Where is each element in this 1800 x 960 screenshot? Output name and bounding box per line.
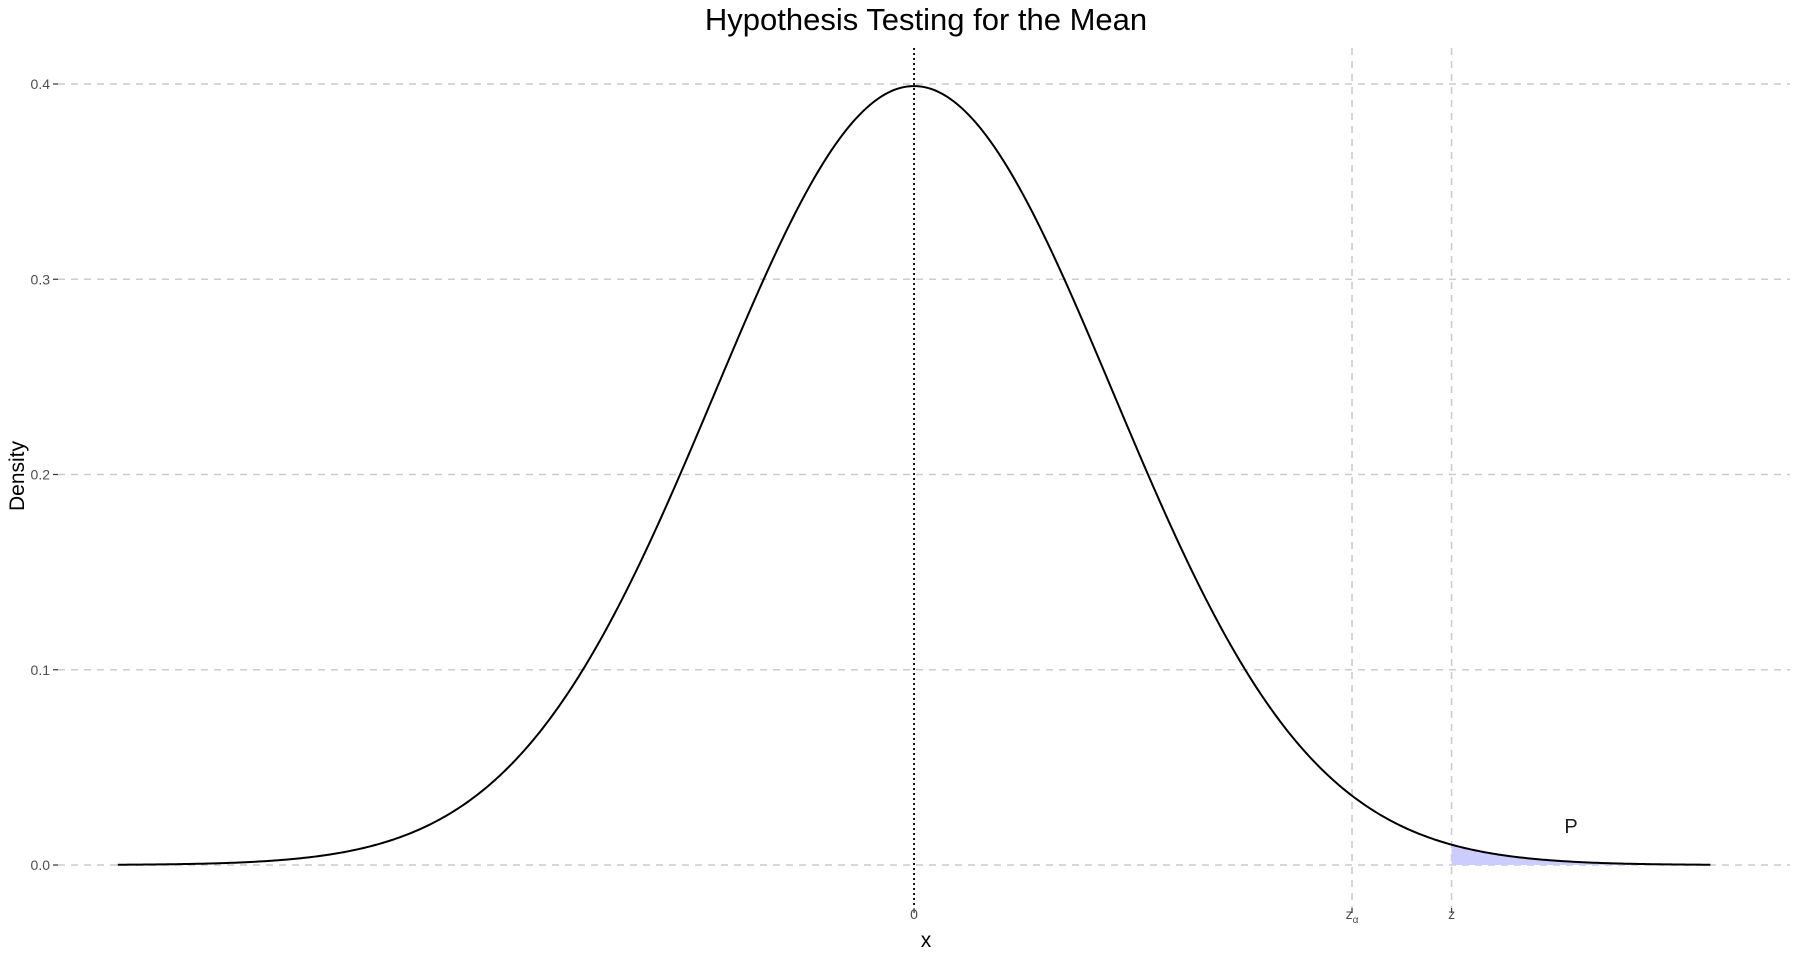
- reference-lines: [913, 48, 1453, 908]
- x-axis-title: x: [921, 929, 932, 952]
- y-tick-label-4: 0.4: [31, 76, 51, 92]
- density-curve: [117, 85, 1711, 866]
- x-tick-label-2: z: [1448, 906, 1455, 922]
- x-axis-ticks: 0 zα z: [910, 906, 1455, 926]
- y-tick-label-0: 0.0: [31, 857, 51, 873]
- x-tick-label-0: 0: [910, 906, 918, 922]
- shaded-area: [1451, 844, 1711, 865]
- density-curve-group: [117, 85, 1711, 866]
- y-tick-label-2: 0.2: [31, 467, 51, 483]
- y-axis-title: Density: [6, 440, 29, 511]
- y-tick-label-1: 0.1: [31, 662, 51, 678]
- y-tick-label-3: 0.3: [31, 271, 51, 287]
- grid-lines: [58, 83, 1790, 866]
- p-value-label: P: [1564, 816, 1577, 838]
- chart-title: Hypothesis Testing for the Mean: [705, 2, 1147, 37]
- shaded-region: [1451, 844, 1711, 865]
- x-tick-label-1: zα: [1346, 906, 1359, 926]
- y-axis-ticks: 0.0 0.1 0.2 0.3 0.4: [31, 76, 58, 873]
